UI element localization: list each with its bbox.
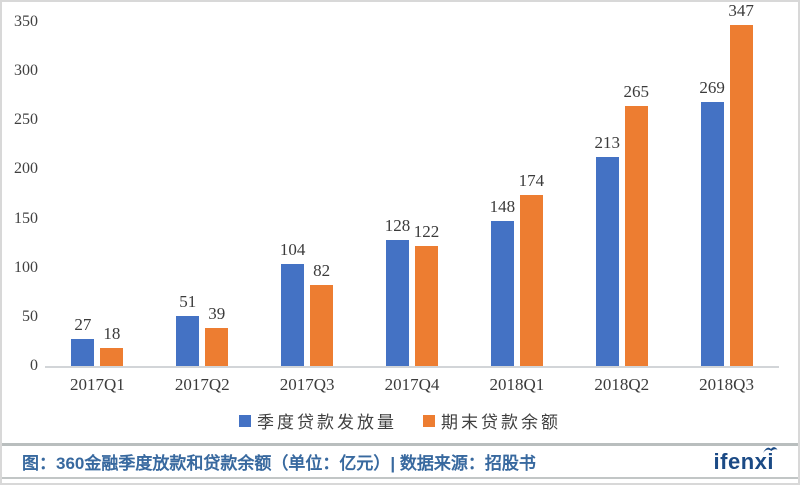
bar-value-label: 27 (74, 315, 92, 335)
chart-caption: 图：360金融季度放款和贷款余额（单位：亿元）| 数据来源：招股书 (22, 454, 536, 473)
x-tick-label: 2018Q2 (594, 375, 650, 394)
bar-value-label: 265 (623, 81, 649, 101)
legend-swatch (239, 414, 251, 427)
bar-blue (595, 156, 619, 366)
bar-value-label: 82 (313, 261, 331, 281)
x-axis-line (45, 366, 779, 368)
bar-blue (490, 220, 514, 366)
bottom-edge-line (2, 477, 798, 479)
bar-value-label: 269 (699, 77, 725, 97)
x-tick-label: 2017Q1 (70, 375, 125, 394)
legend-item: 季度贷款发放量 (239, 408, 397, 433)
x-tick-label: 2017Q3 (279, 375, 335, 394)
legend: 季度贷款发放量 期末贷款余额 (2, 408, 798, 433)
y-tick-label: 250 (14, 111, 38, 129)
x-tick-label: 2018Q3 (699, 375, 754, 394)
bar-orange (310, 285, 334, 366)
bar-orange (415, 246, 438, 366)
footer-bar: 图：360金融季度放款和贷款余额（单位：亿元）| 数据来源：招股书 ifenxi (2, 446, 798, 477)
bar-orange (624, 105, 648, 366)
bar-orange (100, 348, 124, 366)
bar-value-label: 148 (489, 196, 516, 216)
bar-value-label: 213 (594, 132, 620, 152)
bar-value-label: 347 (728, 0, 754, 20)
x-tick-label: 2017Q4 (384, 375, 440, 394)
footer-divider (2, 443, 798, 446)
y-tick-label: 200 (14, 160, 38, 178)
y-tick-label: 300 (14, 62, 38, 80)
bar-blue (700, 101, 724, 366)
bar-orange (729, 24, 753, 366)
bar-value-label: 39 (208, 303, 226, 323)
legend-swatch (423, 414, 435, 427)
legend-label: 期末贷款余额 (441, 413, 561, 432)
bar-value-label: 174 (518, 170, 545, 190)
y-tick-label: 50 (22, 307, 38, 325)
bar-value-label: 18 (103, 324, 121, 344)
x-tick-label: 2018Q1 (489, 375, 545, 394)
bar-value-label: 128 (384, 216, 411, 236)
bar-value-label: 122 (413, 222, 440, 242)
ifenxi-logo-text: ifenxi (713, 448, 774, 474)
bar-blue (281, 263, 305, 366)
bar-value-label: 51 (179, 291, 197, 311)
bar-chart: 0 50 100 150 200 250 300 350 27 18 2017Q1 51 39 2017… (2, 2, 798, 443)
legend-item: 期末贷款余额 (423, 408, 561, 433)
bar-blue (386, 240, 409, 366)
bar-orange (519, 194, 543, 366)
y-tick-label: 0 (30, 357, 38, 374)
legend-label: 季度贷款发放量 (257, 413, 397, 432)
y-tick-label: 350 (14, 13, 38, 30)
bird-icon (763, 446, 778, 453)
ifenxi-logo: ifenxi (713, 446, 778, 474)
y-tick-label: 100 (14, 258, 38, 276)
bar-blue (71, 339, 95, 366)
x-tick-label: 2017Q2 (174, 375, 230, 394)
bar-blue (176, 315, 200, 366)
y-tick-label: 150 (14, 209, 38, 227)
bar-value-label: 104 (279, 239, 306, 259)
bar-orange (205, 327, 229, 366)
